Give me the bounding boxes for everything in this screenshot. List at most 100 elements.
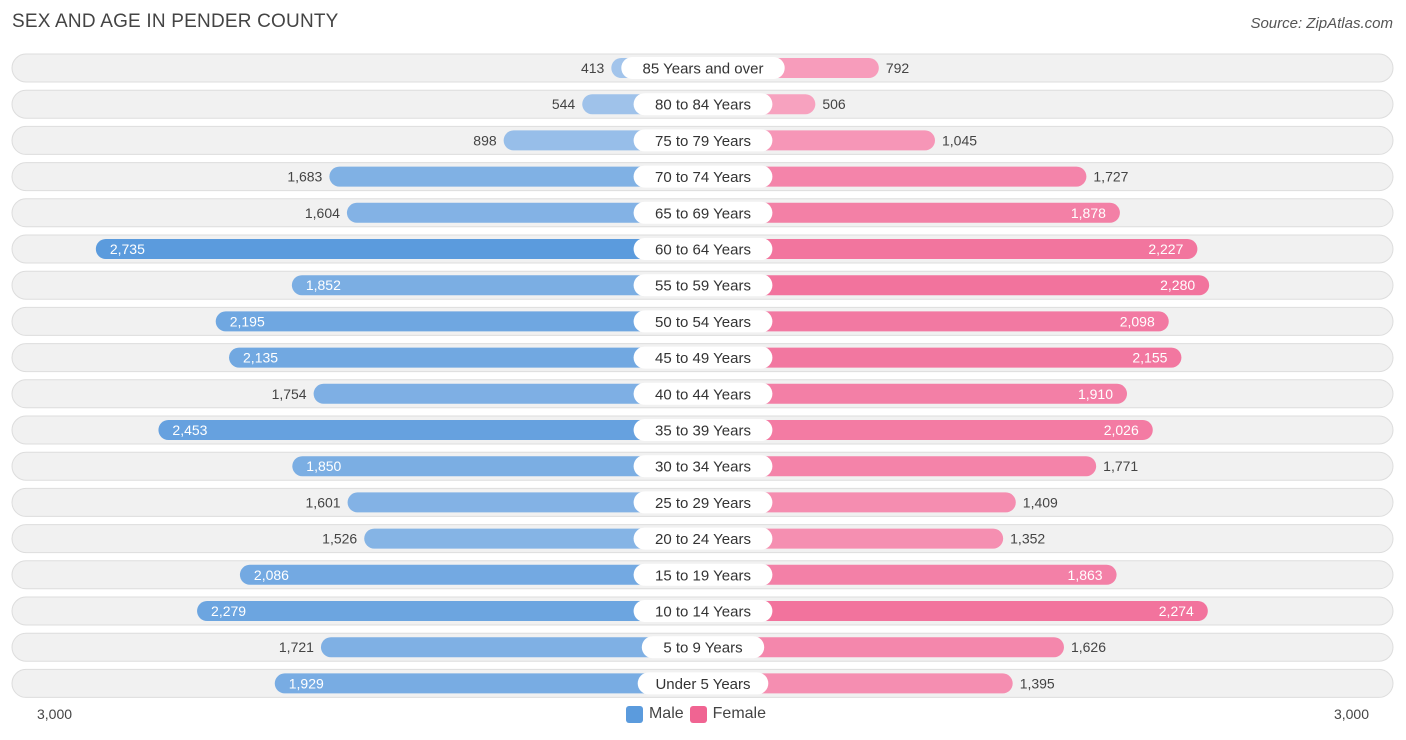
male-bar: [291, 275, 703, 296]
category-pill: [641, 636, 765, 659]
male-value-label: 2,086: [254, 567, 289, 583]
category-label: 10 to 14 Years: [655, 604, 751, 621]
category-label: 50 to 54 Years: [655, 314, 751, 331]
female-value-label: 1,352: [1010, 531, 1045, 547]
female-value-label: 1,395: [1020, 675, 1055, 691]
category-label: 80 to 84 Years: [655, 97, 751, 114]
source-note: Source: ZipAtlas.com: [1250, 15, 1393, 32]
female-bar: [703, 673, 1013, 694]
category-pill: [633, 238, 773, 260]
category-label: 65 to 69 Years: [655, 205, 751, 222]
male-bar: [313, 383, 703, 404]
female-bar: [703, 528, 1004, 549]
male-value-label: 1,604: [305, 205, 340, 221]
male-value-label: 898: [473, 132, 497, 148]
category-pill: [633, 165, 773, 188]
male-value-label: 2,453: [172, 422, 207, 438]
male-value-label: 2,735: [110, 241, 145, 257]
legend-item-female[interactable]: Female: [689, 705, 767, 723]
female-bar: [703, 492, 1016, 513]
female-value-label: 1,910: [1078, 386, 1113, 402]
category-label: 20 to 24 Years: [655, 531, 751, 548]
category-label: 85 Years and over: [643, 61, 764, 78]
category-label: 25 to 29 Years: [655, 495, 751, 512]
female-value-label: 792: [886, 60, 910, 76]
axis-right-label: 3,000: [1333, 706, 1369, 722]
male-bar: [197, 601, 703, 621]
female-bar: [703, 347, 1182, 368]
male-swatch-icon: [625, 705, 643, 723]
category-pill: [633, 455, 773, 478]
male-value-label: 1,601: [306, 494, 341, 510]
female-bar: [703, 456, 1097, 477]
category-pill: [633, 201, 773, 224]
category-label: 40 to 44 Years: [655, 386, 751, 403]
category-pill: [633, 382, 773, 405]
female-value-label: 2,026: [1104, 422, 1139, 438]
legend-item-male[interactable]: Male: [625, 705, 684, 723]
female-value-label: 1,045: [942, 132, 977, 148]
female-value-label: 506: [822, 96, 846, 112]
legend-label-female: Female: [712, 705, 767, 722]
category-label: 30 to 34 Years: [655, 459, 751, 476]
female-bar: [703, 637, 1064, 658]
male-bar: [274, 673, 703, 694]
female-value-label: 2,280: [1160, 277, 1195, 293]
category-pill: [633, 600, 773, 622]
female-value-label: 1,771: [1103, 458, 1138, 474]
male-bar: [347, 492, 703, 513]
male-bar: [320, 637, 703, 658]
male-value-label: 2,279: [211, 603, 246, 619]
female-swatch-icon: [689, 705, 707, 723]
female-value-label: 2,155: [1132, 350, 1167, 366]
axis-left-label: 3,000: [37, 706, 73, 722]
male-bar: [292, 456, 703, 477]
category-pill: [621, 57, 785, 79]
female-value-label: 2,227: [1148, 241, 1183, 257]
male-value-label: 1,929: [289, 675, 324, 691]
male-bar: [229, 347, 703, 368]
category-label: 55 to 59 Years: [655, 278, 751, 295]
legend: Male Female: [0, 705, 1406, 723]
category-label: 75 to 79 Years: [655, 133, 751, 150]
male-value-label: 1,754: [272, 386, 307, 402]
category-pill: [633, 129, 773, 152]
male-bar: [215, 311, 703, 332]
male-value-label: 2,135: [243, 350, 278, 366]
female-bar: [703, 383, 1128, 404]
category-label: 5 to 9 Years: [663, 640, 742, 657]
male-value-label: 1,850: [306, 458, 341, 474]
category-pill: [633, 563, 773, 586]
category-pill: [633, 419, 773, 441]
female-bar: [703, 202, 1120, 223]
category-pill: [633, 274, 773, 297]
male-value-label: 1,683: [287, 169, 322, 185]
female-bar: [703, 420, 1153, 440]
male-value-label: 413: [581, 60, 605, 76]
male-value-label: 2,195: [230, 313, 265, 329]
category-pill: [633, 491, 773, 514]
category-pill: [633, 93, 773, 116]
legend-label-male: Male: [648, 705, 684, 722]
category-label: 45 to 49 Years: [655, 350, 751, 367]
female-value-label: 1,409: [1023, 494, 1058, 510]
female-bar: [703, 275, 1210, 296]
category-pill: [637, 672, 769, 695]
category-label: 60 to 64 Years: [655, 242, 751, 259]
female-value-label: 1,626: [1071, 639, 1106, 655]
male-value-label: 544: [552, 96, 576, 112]
category-label: Under 5 Years: [655, 676, 750, 693]
male-value-label: 1,852: [306, 277, 341, 293]
chart-title: SEX AND AGE IN PENDER COUNTY: [12, 11, 339, 32]
category-label: 35 to 39 Years: [655, 423, 751, 440]
female-bar: [703, 311, 1169, 332]
female-bar: [703, 564, 1117, 585]
category-label: 70 to 74 Years: [655, 169, 751, 186]
male-bar: [95, 239, 703, 259]
female-bar: [703, 166, 1087, 187]
male-bar: [158, 420, 703, 440]
male-bar: [364, 528, 703, 549]
male-value-label: 1,721: [279, 639, 314, 655]
male-bar: [329, 166, 703, 187]
